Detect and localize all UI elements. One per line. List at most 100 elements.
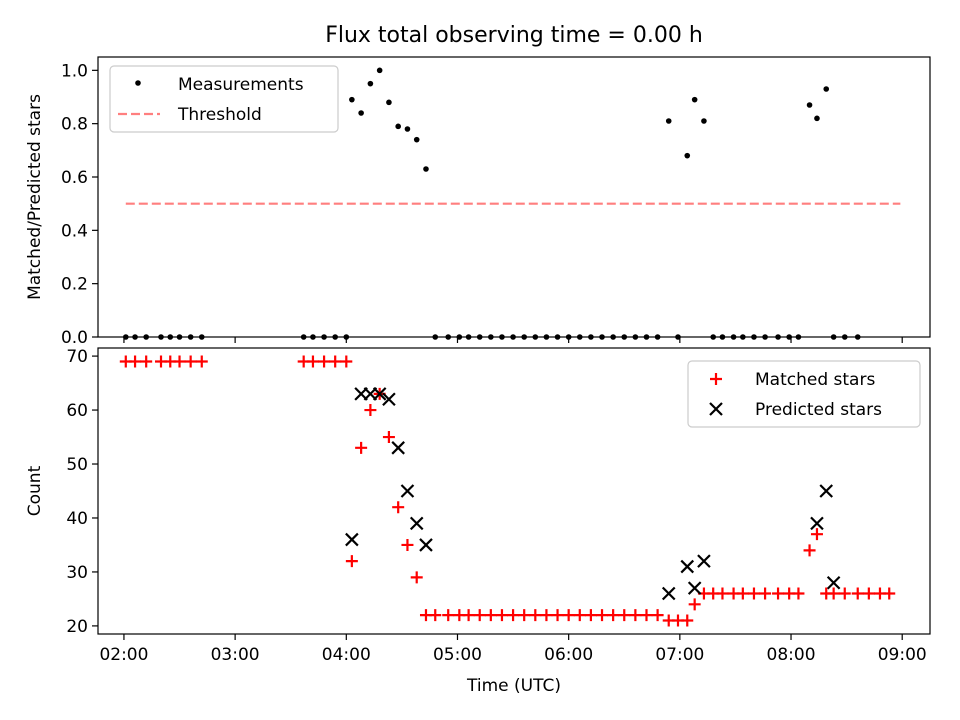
matched-star-point bbox=[716, 587, 729, 600]
matched-star-point bbox=[329, 355, 342, 368]
measurement-point bbox=[132, 334, 138, 340]
matched-star-point bbox=[629, 609, 642, 622]
measurement-point bbox=[701, 118, 707, 124]
measurement-point bbox=[823, 86, 830, 92]
matched-star-point bbox=[355, 441, 368, 454]
measurement-point bbox=[413, 136, 420, 143]
matched-star-point bbox=[306, 355, 319, 368]
measurement-point bbox=[343, 334, 350, 340]
top-ytick-label: 0.8 bbox=[61, 115, 88, 135]
matched-star-point bbox=[792, 587, 805, 600]
measurement-point bbox=[532, 334, 539, 340]
bottom-axes-frame bbox=[97, 347, 931, 635]
measurement-point bbox=[423, 166, 429, 172]
measurement-point bbox=[158, 334, 164, 340]
matched-star-point bbox=[618, 609, 631, 622]
measurement-point bbox=[775, 334, 781, 340]
measurement-point bbox=[814, 115, 820, 122]
matched-star-point bbox=[529, 609, 542, 622]
legend-matched-marker bbox=[710, 373, 722, 385]
bottom-panel-counts: 20 30 40 50 60 70 02:00 03:00 04:00 05:00 06:00 07:… bbox=[25, 347, 931, 696]
predicted-star-point bbox=[661, 586, 676, 601]
measurement-point bbox=[404, 126, 411, 132]
measurement-point bbox=[576, 334, 583, 340]
matched-star-point bbox=[651, 609, 664, 622]
top-ytick-label: 1.0 bbox=[61, 61, 88, 81]
matched-star-point bbox=[364, 404, 377, 417]
top-ytick-label: 0.2 bbox=[61, 275, 88, 295]
measurement-point bbox=[762, 334, 768, 340]
bottom-ytick-label: 60 bbox=[66, 401, 88, 421]
measurement-point bbox=[358, 110, 364, 116]
matched-star-point bbox=[173, 355, 186, 368]
matched-star-point bbox=[129, 355, 142, 368]
predicted-star-point bbox=[400, 484, 415, 498]
legend-predicted-label: Predicted stars bbox=[755, 400, 882, 420]
matched-star-point bbox=[318, 355, 331, 368]
measurement-point bbox=[332, 334, 338, 340]
matched-star-point bbox=[507, 609, 520, 622]
measurement-point bbox=[675, 334, 681, 340]
bottom-legend: Matched stars Predicted stars bbox=[687, 360, 921, 428]
measurement-point bbox=[386, 99, 392, 106]
matched-star-point bbox=[184, 355, 197, 368]
matched-star-point bbox=[759, 587, 772, 600]
legend-predicted-marker bbox=[709, 402, 723, 416]
bottom-xtick-label: 06:00 bbox=[544, 645, 593, 665]
measurement-point bbox=[565, 334, 572, 340]
matched-star-point bbox=[484, 609, 497, 622]
measurement-point bbox=[588, 334, 594, 340]
top-ytick-label: 0.0 bbox=[61, 328, 88, 348]
matched-star-point bbox=[640, 609, 653, 622]
measurement-point bbox=[499, 334, 505, 340]
bottom-xtick-label: 05:00 bbox=[433, 645, 482, 665]
matched-star-point bbox=[340, 355, 353, 368]
matched-star-point bbox=[772, 587, 785, 600]
bottom-xtick-label: 09:00 bbox=[878, 645, 927, 665]
measurement-point bbox=[143, 334, 149, 340]
measurement-point bbox=[321, 334, 327, 340]
matched-star-point bbox=[573, 609, 586, 622]
top-legend: Measurements Threshold bbox=[109, 65, 339, 133]
measurement-point bbox=[740, 334, 746, 340]
bottom-xtick-label: 02:00 bbox=[99, 645, 148, 665]
predicted-star-point bbox=[819, 484, 834, 498]
matched-star-point bbox=[195, 355, 208, 368]
matched-star-point bbox=[851, 587, 864, 600]
matched-star-point bbox=[681, 614, 694, 627]
top-ytick-label: 0.4 bbox=[61, 221, 88, 241]
matched-star-point bbox=[345, 555, 358, 568]
measurement-point bbox=[122, 334, 129, 340]
measurement-point bbox=[786, 334, 792, 340]
measurement-point bbox=[510, 334, 516, 340]
bottom-xlabel: Time (UTC) bbox=[466, 676, 561, 696]
measurement-point bbox=[806, 102, 813, 108]
predicted-star-point bbox=[391, 441, 405, 455]
measurement-point bbox=[167, 334, 174, 340]
bottom-legend-box bbox=[687, 360, 921, 428]
measurement-point bbox=[465, 334, 472, 340]
bottom-xtick-label: 03:00 bbox=[211, 645, 260, 665]
measurement-point bbox=[554, 334, 561, 340]
measurement-point bbox=[654, 334, 661, 340]
measurement-point bbox=[310, 334, 316, 340]
matched-star-point bbox=[838, 587, 851, 600]
matched-star-point bbox=[401, 538, 414, 551]
matched-star-point bbox=[551, 609, 564, 622]
legend-threshold-label: Threshold bbox=[177, 105, 262, 125]
top-ytick-label: 0.6 bbox=[61, 168, 88, 188]
legend-matched-label: Matched stars bbox=[755, 370, 875, 390]
predicted-star-point bbox=[372, 387, 387, 401]
measurement-point bbox=[432, 334, 439, 340]
predicted-star-point bbox=[687, 581, 702, 595]
matched-star-point bbox=[410, 571, 423, 584]
measurement-point bbox=[684, 152, 691, 159]
measurement-point bbox=[176, 334, 183, 340]
measurement-point bbox=[841, 334, 848, 340]
measurement-point bbox=[719, 334, 726, 340]
measurement-point bbox=[795, 334, 802, 340]
measurement-point bbox=[198, 334, 205, 340]
predicted-star-point bbox=[697, 554, 711, 568]
measurement-point bbox=[395, 123, 401, 130]
matched-star-point bbox=[810, 528, 823, 541]
